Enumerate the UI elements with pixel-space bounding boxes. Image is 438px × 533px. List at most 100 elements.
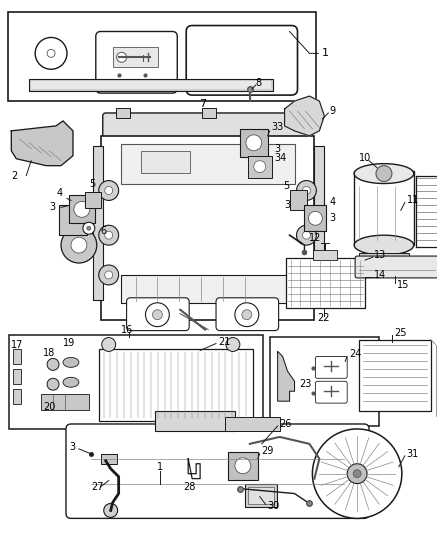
FancyBboxPatch shape [216,298,279,330]
Bar [155,411,235,431]
FancyBboxPatch shape [127,298,189,330]
Bar [101,454,117,464]
Circle shape [254,160,266,173]
Circle shape [105,271,113,279]
FancyBboxPatch shape [66,424,369,519]
Text: 3: 3 [49,203,55,212]
Circle shape [105,231,113,239]
Text: 8: 8 [256,78,262,88]
Text: 11: 11 [407,196,419,205]
Circle shape [47,358,59,370]
Text: 9: 9 [329,106,336,116]
Text: 2: 2 [11,171,18,181]
Text: 5: 5 [89,179,95,189]
Circle shape [47,378,59,390]
Circle shape [145,303,170,327]
Ellipse shape [63,377,79,387]
FancyBboxPatch shape [96,31,177,93]
Circle shape [99,265,119,285]
Bar [228,452,258,480]
Bar [85,192,101,208]
Text: 34: 34 [275,152,287,163]
Circle shape [83,222,95,234]
Polygon shape [11,121,73,166]
Circle shape [99,225,119,245]
Ellipse shape [63,358,79,367]
Circle shape [242,310,252,320]
Circle shape [71,237,87,253]
Bar [245,483,277,507]
Ellipse shape [354,235,414,255]
Circle shape [297,225,316,245]
Bar [99,350,253,421]
Circle shape [347,464,367,483]
Polygon shape [278,351,294,401]
Bar [120,144,294,183]
Circle shape [99,181,119,200]
Bar [248,487,274,504]
Text: 1: 1 [321,49,328,58]
Circle shape [74,201,90,217]
Ellipse shape [294,431,374,496]
Bar [101,136,314,320]
Text: 7: 7 [199,99,206,109]
Circle shape [61,227,97,263]
Text: 21: 21 [218,336,230,346]
Bar [359,340,431,411]
Text: 4: 4 [57,189,63,198]
Circle shape [152,310,162,320]
Circle shape [297,265,316,285]
FancyBboxPatch shape [315,381,347,403]
Text: 27: 27 [91,482,103,491]
Bar [290,108,304,118]
Text: 15: 15 [397,280,409,290]
Bar [240,129,268,157]
Bar [141,151,190,173]
Bar [248,156,272,177]
FancyBboxPatch shape [355,256,438,278]
Text: 18: 18 [43,349,55,359]
Text: 10: 10 [359,152,371,163]
Text: 14: 14 [374,270,386,280]
Bar [314,146,324,300]
Polygon shape [285,96,324,136]
Bar [202,108,216,118]
Text: 5: 5 [283,181,290,190]
Circle shape [226,337,240,351]
Circle shape [105,187,113,195]
Circle shape [235,458,251,474]
Bar [31,81,271,89]
Bar [270,336,379,426]
Circle shape [235,303,259,327]
Bar [354,171,414,245]
Text: 28: 28 [183,482,196,491]
Text: 31: 31 [407,449,419,459]
Bar [359,253,409,263]
Text: 13: 13 [374,250,386,260]
Text: 22: 22 [318,313,330,322]
Text: 16: 16 [120,325,133,335]
Circle shape [35,37,67,69]
Ellipse shape [354,164,414,183]
Text: 6: 6 [101,226,107,236]
Text: 25: 25 [394,328,406,337]
Circle shape [104,504,118,518]
Text: 3: 3 [69,442,75,452]
Circle shape [117,52,127,62]
Text: 4: 4 [329,197,336,207]
Bar [9,335,263,429]
Circle shape [308,212,322,225]
Text: 3: 3 [329,213,336,223]
Circle shape [312,429,402,519]
Bar [41,394,89,410]
Circle shape [87,226,91,230]
Bar [116,108,130,118]
Bar [13,369,21,384]
Circle shape [102,337,116,351]
FancyBboxPatch shape [103,113,312,144]
Bar [13,350,21,365]
Bar [113,47,159,67]
FancyBboxPatch shape [186,26,297,95]
Text: 33: 33 [272,122,284,132]
Bar [13,389,21,404]
